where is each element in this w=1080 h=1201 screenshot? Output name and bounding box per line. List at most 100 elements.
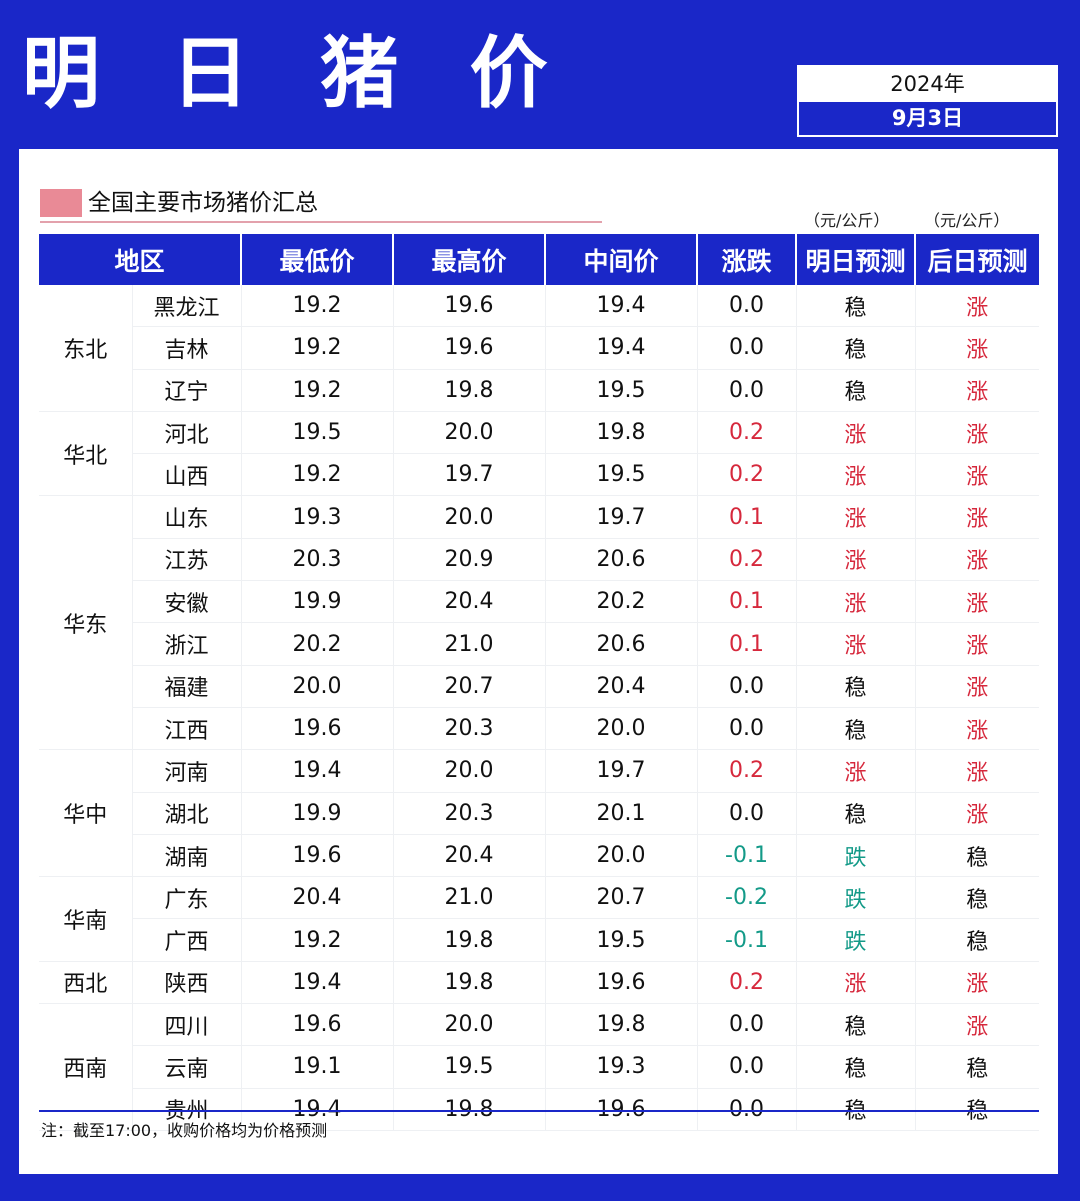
change-cell: 0.0 (696, 285, 797, 328)
col-header-change: 涨跌 (696, 234, 797, 285)
mid-price-cell: 20.6 (544, 622, 698, 666)
high-price-cell: 19.6 (392, 285, 546, 328)
region-cell: 东北 (39, 285, 132, 412)
forecast-tomorrow-cell: 涨 (795, 749, 916, 793)
region-cell: 华南 (39, 876, 132, 962)
table-row: 西北 陕西 19.4 19.8 19.6 0.2 涨涨 (39, 961, 1040, 1005)
high-price-cell: 20.3 (392, 707, 546, 751)
table-bottom-rule (39, 1110, 1039, 1112)
high-price-cell: 19.6 (392, 326, 546, 370)
forecast-dayafter-cell: 稳 (914, 918, 1040, 962)
price-table: 地区 最低价 最高价 中间价 涨跌 明日预测 后日预测 东北 黑龙江 19.2 19.… (39, 234, 1040, 1131)
forecast-dayafter-cell: 稳 (914, 1088, 1040, 1131)
forecast-tomorrow-cell: 稳 (795, 326, 916, 370)
col-header-mid: 中间价 (544, 234, 698, 285)
forecast-dayafter-cell: 涨 (914, 285, 1040, 328)
province-cell: 陕西 (131, 961, 242, 1005)
high-price-cell: 20.3 (392, 792, 546, 835)
table-row: 西南 四川 19.6 20.0 19.8 0.0 稳涨 (39, 1003, 1040, 1131)
forecast-dayafter-cell: 涨 (914, 411, 1040, 455)
low-price-cell: 19.4 (240, 1088, 394, 1131)
mid-price-cell: 20.7 (544, 876, 698, 920)
mid-price-cell: 20.2 (544, 580, 698, 624)
forecast-dayafter-cell: 涨 (914, 580, 1040, 624)
low-price-cell: 19.2 (240, 369, 394, 412)
col-header-high: 最高价 (392, 234, 546, 285)
mid-price-cell: 19.6 (544, 1088, 698, 1131)
forecast-dayafter-cell: 涨 (914, 665, 1040, 708)
unit-label-tomorrow: （元/公斤） (804, 211, 890, 230)
mid-price-cell: 19.6 (544, 961, 698, 1005)
high-price-cell: 20.0 (392, 411, 546, 455)
change-cell: 0.0 (696, 326, 797, 370)
forecast-tomorrow-cell: 涨 (795, 961, 916, 1005)
forecast-dayafter-cell: 涨 (914, 538, 1040, 582)
low-price-cell: 19.4 (240, 749, 394, 793)
table-row: 华南 广东 20.4 21.0 20.7 -0.2 跌稳 (39, 876, 1040, 962)
col-header-region: 地区 (39, 234, 242, 285)
forecast-dayafter-cell: 涨 (914, 1003, 1040, 1047)
table-row: 云南 19.1 19.5 19.3 0.0 稳稳 (39, 1045, 1040, 1089)
low-price-cell: 20.0 (240, 665, 394, 708)
change-cell: 0.0 (696, 1045, 797, 1089)
mid-price-cell: 19.4 (544, 326, 698, 370)
low-price-cell: 19.4 (240, 961, 394, 1005)
col-header-low: 最低价 (240, 234, 394, 285)
province-cell: 福建 (131, 665, 242, 708)
content-panel: 全国主要市场猪价汇总 （元/公斤） （元/公斤） 地区 最低价 最高价 中间价 … (19, 149, 1058, 1174)
forecast-dayafter-cell: 涨 (914, 961, 1040, 1005)
low-price-cell: 20.3 (240, 538, 394, 582)
mid-price-cell: 20.6 (544, 538, 698, 582)
forecast-tomorrow-cell: 涨 (795, 495, 916, 539)
forecast-dayafter-cell: 涨 (914, 622, 1040, 666)
mid-price-cell: 20.0 (544, 707, 698, 751)
forecast-dayafter-cell: 涨 (914, 369, 1040, 412)
footnote: 注：截至17:00，收购价格均为价格预测 (41, 1121, 328, 1140)
province-cell: 江苏 (131, 538, 242, 582)
forecast-dayafter-cell: 涨 (914, 453, 1040, 497)
table-row: 华中 河南 19.4 20.0 19.7 0.2 涨涨 (39, 749, 1040, 878)
table-row: 东北 黑龙江 19.2 19.6 19.4 0.0 稳涨 (39, 285, 1040, 412)
forecast-tomorrow-cell: 涨 (795, 622, 916, 666)
province-cell: 河南 (131, 749, 242, 793)
mid-price-cell: 19.5 (544, 369, 698, 412)
region-cell: 华北 (39, 411, 132, 497)
table-header-row: 地区 最低价 最高价 中间价 涨跌 明日预测 后日预测 (39, 234, 1040, 285)
unit-label-dayafter: （元/公斤） (924, 211, 1010, 230)
low-price-cell: 19.2 (240, 285, 394, 328)
forecast-tomorrow-cell: 稳 (795, 369, 916, 412)
forecast-dayafter-cell: 稳 (914, 834, 1040, 878)
province-cell: 山西 (131, 453, 242, 497)
region-cell: 华东 (39, 495, 132, 751)
forecast-dayafter-cell: 稳 (914, 876, 1040, 920)
forecast-tomorrow-cell: 稳 (795, 285, 916, 328)
high-price-cell: 21.0 (392, 876, 546, 920)
low-price-cell: 19.3 (240, 495, 394, 539)
high-price-cell: 19.8 (392, 1088, 546, 1131)
table-row: 浙江 20.2 21.0 20.6 0.1 涨涨 (39, 622, 1040, 666)
change-cell: 0.0 (696, 1003, 797, 1047)
high-price-cell: 20.0 (392, 495, 546, 539)
mid-price-cell: 19.4 (544, 285, 698, 328)
low-price-cell: 19.9 (240, 792, 394, 835)
low-price-cell: 19.2 (240, 326, 394, 370)
province-cell: 四川 (131, 1003, 242, 1047)
high-price-cell: 20.0 (392, 749, 546, 793)
high-price-cell: 19.8 (392, 961, 546, 1005)
mid-price-cell: 19.7 (544, 495, 698, 539)
mid-price-cell: 20.1 (544, 792, 698, 835)
forecast-tomorrow-cell: 跌 (795, 876, 916, 920)
province-cell: 云南 (131, 1045, 242, 1089)
province-cell: 安徽 (131, 580, 242, 624)
high-price-cell: 19.8 (392, 918, 546, 962)
region-cell: 西北 (39, 961, 132, 1005)
province-cell: 广东 (131, 876, 242, 920)
change-cell: -0.1 (696, 918, 797, 962)
low-price-cell: 19.5 (240, 411, 394, 455)
change-cell: 0.0 (696, 792, 797, 835)
mid-price-cell: 19.7 (544, 749, 698, 793)
low-price-cell: 19.6 (240, 1003, 394, 1047)
change-cell: 0.2 (696, 538, 797, 582)
forecast-tomorrow-cell: 稳 (795, 1045, 916, 1089)
province-cell: 湖北 (131, 792, 242, 835)
